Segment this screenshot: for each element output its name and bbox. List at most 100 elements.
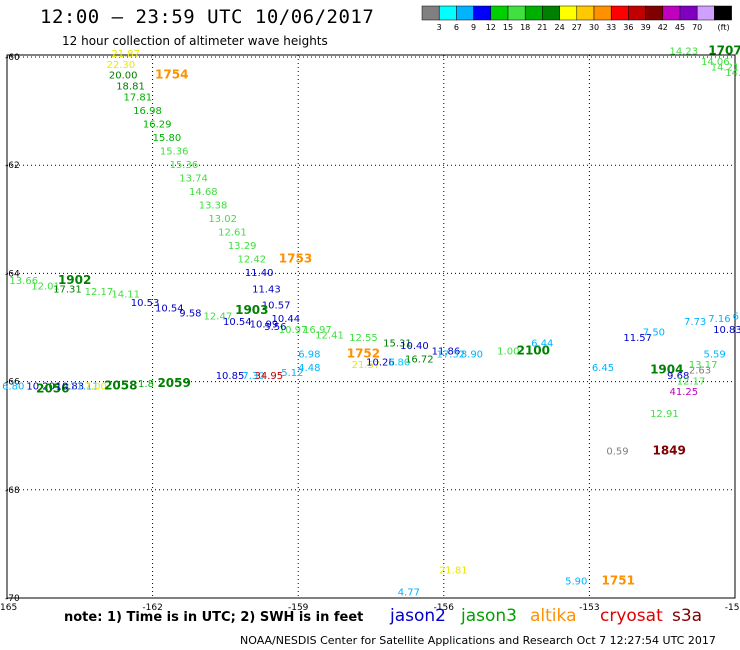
wave-height-value: 18.81 (116, 81, 145, 92)
wave-height-value: 7.73 (684, 317, 706, 328)
wave-height-value: 10.53 (131, 298, 160, 309)
wave-height-value: 13.17 (689, 360, 718, 371)
colorbar-swatch (456, 5, 474, 21)
y-tick-label: -60 (5, 53, 20, 63)
time-stamp-label: 1849 (652, 444, 685, 458)
time-stamp-label: 1752 (347, 346, 380, 360)
wave-height-value: 10.57 (262, 301, 291, 312)
wave-height-value: 9.68 (667, 371, 689, 382)
legend-cryosat: cryosat (600, 606, 663, 626)
wave-height-value: 15.36 (160, 146, 189, 157)
colorbar-swatch (679, 5, 698, 21)
wave-height-value: 21.87 (111, 49, 140, 60)
colorbar-swatch (645, 5, 664, 21)
wave-height-value: 10.83 (56, 382, 85, 393)
colorbar-label: 33 (606, 23, 616, 32)
wave-height-value: 12.17 (85, 287, 114, 298)
wave-height-value: 15.80 (153, 133, 182, 144)
wave-height-value: 13.74 (179, 173, 208, 184)
colorbar-swatch (490, 5, 509, 21)
wave-height-value: 14.11 (111, 290, 140, 301)
colorbar-label: 70 (692, 23, 702, 32)
legend-jason2: jason2 (390, 606, 446, 626)
wave-height-value: 17.32 (437, 349, 466, 360)
wave-height-value: 20.00 (109, 71, 138, 82)
wave-height-value: 14.78 (725, 68, 740, 79)
wave-height-value: 6.45 (592, 363, 614, 374)
wave-height-value: 5.12 (281, 368, 303, 379)
y-tick-label: -64 (5, 269, 20, 279)
wave-height-value: 5.59 (703, 349, 725, 360)
wave-height-value: 10.44 (272, 314, 301, 325)
wave-height-value: 11.86 (432, 347, 461, 358)
x-tick-label: -165 (0, 603, 17, 613)
colorbar-swatch (628, 5, 646, 21)
wave-height-value: 41.25 (669, 387, 698, 398)
x-tick-label: -156 (434, 603, 455, 613)
wave-height-value: 12.17 (677, 376, 706, 387)
colorbar-swatch (593, 5, 612, 21)
colorbar-label: 21 (537, 23, 547, 32)
wave-height-value: 5.90 (565, 576, 587, 587)
wave-height-value: 22.30 (106, 60, 135, 71)
colorbar-label: 9 (471, 23, 476, 32)
x-tick-label: -159 (288, 603, 309, 613)
wave-height-value: 7.50 (643, 328, 665, 339)
wave-height-value: 12.91 (650, 409, 679, 420)
colorbar-unit: (ft) (718, 23, 730, 32)
colorbar-label: 12 (486, 23, 496, 32)
wave-height-value: 10.54 (155, 303, 184, 314)
wave-height-value: 10.40 (400, 341, 429, 352)
wave-height-value: 17.31 (53, 284, 82, 295)
wave-height-value: 5.80 (388, 357, 410, 368)
time-stamp-label: 1904 (650, 362, 683, 376)
wave-height-value: 4.77 (398, 587, 420, 598)
colorbar-swatch (542, 5, 560, 21)
time-stamp-label: 1902 (58, 273, 91, 287)
legend-altika: altika (530, 606, 577, 626)
wave-height-value: 7.16 (708, 314, 730, 325)
wave-height-value: 7.00 (85, 382, 107, 393)
wave-height-value: 6.98 (298, 349, 320, 360)
wave-height-value: 16.29 (143, 119, 172, 130)
credit-line: NOAA/NESDIS Center for Satellite Applica… (240, 634, 716, 647)
colorbar-label: 6 (454, 23, 459, 32)
time-stamp-label: 2100 (517, 344, 550, 358)
wave-height-value: 15.31 (383, 338, 412, 349)
wave-height-value: 11.43 (252, 284, 281, 295)
wave-height-value: 12.01 (31, 282, 60, 293)
legend-jason3: jason3 (461, 606, 517, 626)
wave-height-value: 4.48 (298, 363, 320, 374)
wave-height-value: 12.47 (204, 311, 233, 322)
colorbar-swatch (524, 5, 543, 21)
colorbar-label: 15 (503, 23, 513, 32)
time-stamp-label: 2058 (104, 379, 137, 393)
time-stamp-label: 2056 (36, 381, 69, 395)
wave-height-value: 10.83 (713, 325, 740, 336)
wave-height-value: 1.8 (138, 379, 154, 390)
colorbar-label: 42 (658, 23, 668, 32)
y-tick-label: -70 (5, 594, 20, 604)
wave-height-value: 14.23 (669, 46, 698, 57)
wave-height-value: 16.97 (303, 325, 332, 336)
wave-height-value: 12.55 (349, 333, 378, 344)
y-tick-label: -68 (5, 486, 20, 496)
wave-height-value: 1.00 (497, 347, 519, 358)
wave-height-value: 13.02 (208, 214, 237, 225)
wave-height-value: 6.44 (531, 338, 553, 349)
colorbar-swatch (507, 5, 526, 21)
wave-height-value: 11.57 (623, 333, 652, 344)
colorbar-swatch (662, 5, 681, 21)
y-tick-label: -62 (5, 161, 20, 171)
legend-s3a: s3a (672, 606, 703, 626)
colorbar-swatch (576, 5, 595, 21)
colorbar-swatch (473, 5, 492, 21)
colorbar-label: 45 (675, 23, 685, 32)
colorbar-label: 27 (572, 23, 582, 32)
wave-height-value: 10.97 (279, 325, 308, 336)
wave-height-value: 13.38 (199, 200, 228, 211)
wave-height-value: 21.57 (352, 360, 381, 371)
wave-height-value: 7.30 (242, 371, 264, 382)
x-tick-label: -162 (142, 603, 162, 613)
